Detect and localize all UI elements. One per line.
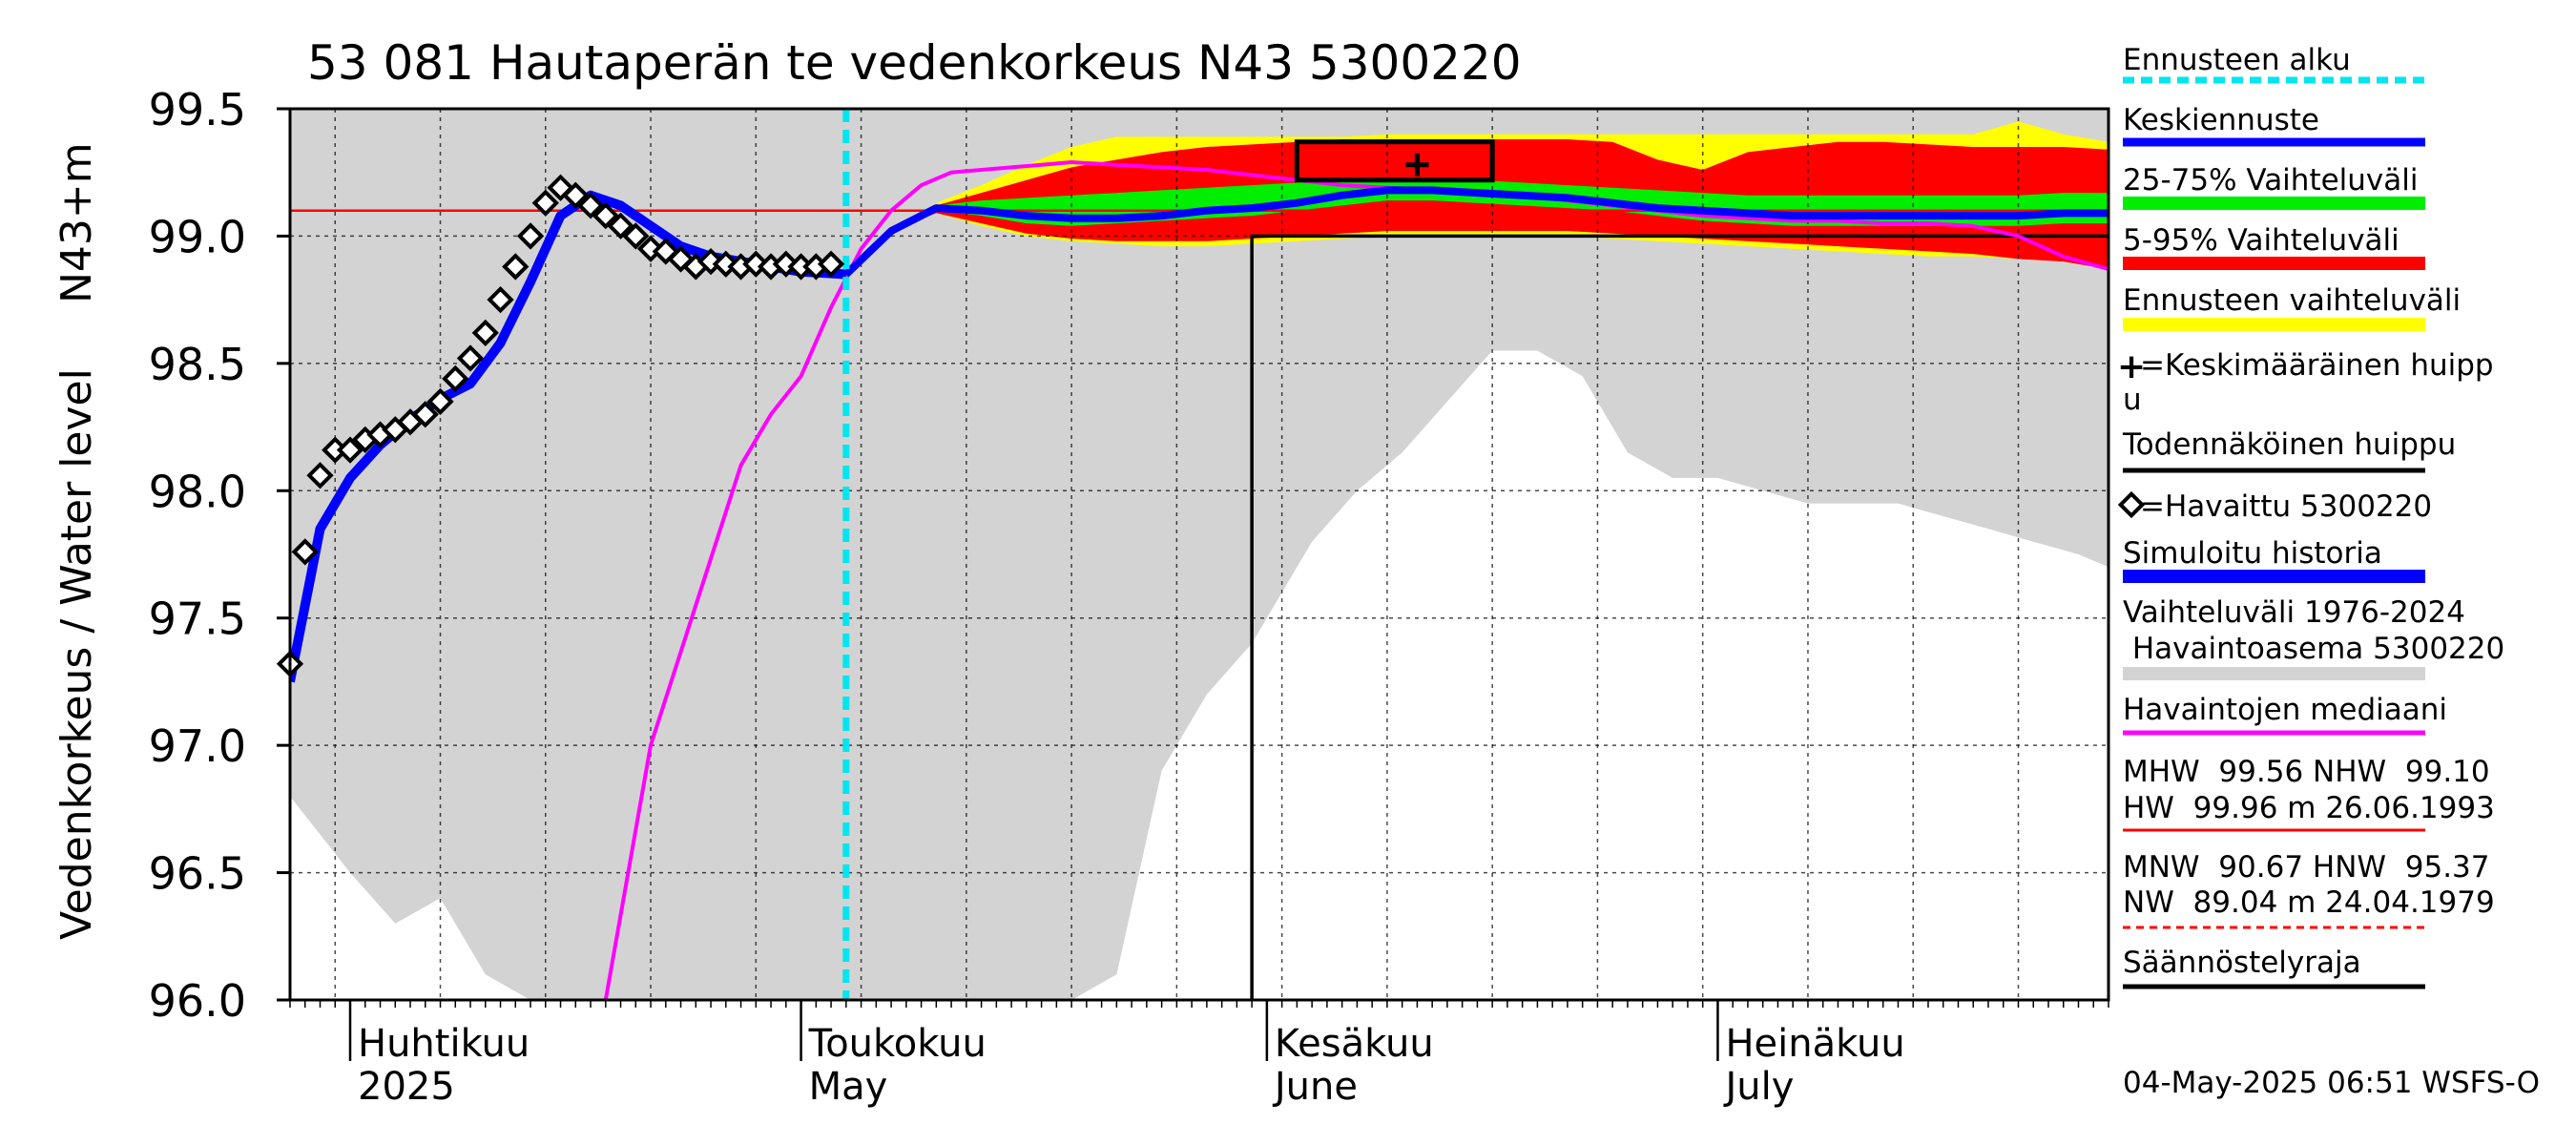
legend-mean-label: Keskiennuste <box>2123 103 2319 137</box>
observed-point <box>426 387 454 416</box>
x-month-label: Kesäkuu <box>1275 1022 1434 1066</box>
median-line <box>603 159 2109 1000</box>
mean-forecast-line <box>843 186 2109 278</box>
observed-point <box>442 364 469 393</box>
observed-point <box>502 253 530 281</box>
observed-point <box>576 192 605 219</box>
observed-point <box>291 538 319 566</box>
observed-point <box>322 436 349 464</box>
y-axis: 96.0 96.5 97.0 97.5 98.0 98.5 99.0 99.5 <box>149 84 290 1027</box>
stats-mnw-hnw: MNW 90.67 HNW 95.37 <box>2123 850 2490 885</box>
observed-point <box>592 201 619 230</box>
observed-point <box>487 286 514 314</box>
legend-forecast-range-label: Ennusteen vaihteluväli <box>2123 283 2461 318</box>
legend-p5-95-label: 5-95% Vaihteluväli <box>2123 223 2399 258</box>
y-tick-label: 97.5 <box>149 593 246 645</box>
observed-point <box>531 189 559 217</box>
legend-history-station-label: Havaintoasema 5300220 <box>2123 632 2504 666</box>
observed-point <box>607 212 634 239</box>
legend-forecast-start-label: Ennusteen alku <box>2123 43 2351 77</box>
observed-point <box>336 436 364 464</box>
x-month-sublabel: May <box>809 1065 888 1109</box>
observed-point <box>411 401 439 428</box>
observed-point <box>562 181 590 209</box>
regulation-limit-line <box>1250 234 2109 1000</box>
probable-peak-box <box>1294 139 1495 183</box>
y-tick-label: 98.5 <box>149 339 246 390</box>
y-tick-label: 99.5 <box>149 84 246 135</box>
legend-p25-75-label: 25-75% Vaihteluväli <box>2123 163 2419 198</box>
legend-mean-peak-plus-icon: + <box>2117 347 2146 386</box>
y-axis-label: Vedenkorkeus / Water level <box>52 368 101 940</box>
legend-history-range-label: Vaihteluväli 1976-2024 <box>2123 595 2465 630</box>
observed-point <box>471 319 499 346</box>
x-month-label: Toukokuu <box>808 1022 987 1066</box>
y-axis-unit-label: N43+m <box>52 142 101 303</box>
stats-hw: HW 99.96 m 26.06.1993 <box>2123 791 2495 825</box>
chart-title: 53 081 Hautaperän te vedenkorkeus N43 53… <box>307 35 1522 91</box>
legend-probable-peak-label: Todennäköinen huippu <box>2122 427 2456 462</box>
y-tick-label: 96.5 <box>149 848 246 900</box>
timestamp: 04-May-2025 06:51 WSFS-O <box>2123 1066 2540 1100</box>
x-month-label: Heinäkuu <box>1725 1022 1904 1066</box>
observed-point <box>787 253 815 281</box>
observed-point <box>516 222 545 250</box>
stats-mhw-nhw: MHW 99.56 NHW 99.10 <box>2123 755 2490 789</box>
observed-point <box>456 344 485 372</box>
y-tick-label: 97.0 <box>149 720 246 772</box>
legend-observed-diamond-icon <box>2117 490 2146 519</box>
forecast-bands <box>845 121 2109 275</box>
y-tick-label: 96.0 <box>149 975 246 1027</box>
mean-peak-marker <box>1405 153 1429 177</box>
y-tick-label: 99.0 <box>149 211 246 262</box>
legend-observed-label: =Havaittu 5300220 <box>2140 489 2432 524</box>
observed-markers <box>276 174 845 677</box>
legend-simulated-label: Simuloitu historia <box>2123 536 2382 571</box>
legend-mean-peak-label: =Keskimääräinen huipp <box>2140 348 2494 383</box>
x-month-sublabel: July <box>1722 1065 1794 1109</box>
y-tick-label: 98.0 <box>149 466 246 517</box>
legend-median-label: Havaintojen mediaani <box>2123 693 2447 727</box>
plot-frame <box>288 107 2110 1002</box>
observed-point <box>622 222 650 250</box>
x-month-label: Huhtikuu <box>358 1022 530 1066</box>
x-month-sublabel: 2025 <box>358 1065 455 1109</box>
legend: Ennusteen alku Keskiennuste 25-75% Vaiht… <box>2117 43 2504 989</box>
p25-75-area <box>845 179 2109 275</box>
stats-nw: NW 89.04 m 24.04.1979 <box>2123 885 2495 920</box>
p5-95-area <box>845 139 2109 275</box>
legend-regulation-label: Säännöstelyraja <box>2123 946 2361 980</box>
history-range-area <box>290 109 2109 1000</box>
x-month-sublabel: June <box>1272 1065 1358 1109</box>
legend-mean-peak-label-cont: u <box>2123 383 2142 417</box>
observed-point <box>306 462 334 489</box>
observed-point <box>817 250 845 278</box>
history-range-band <box>290 109 2109 1000</box>
